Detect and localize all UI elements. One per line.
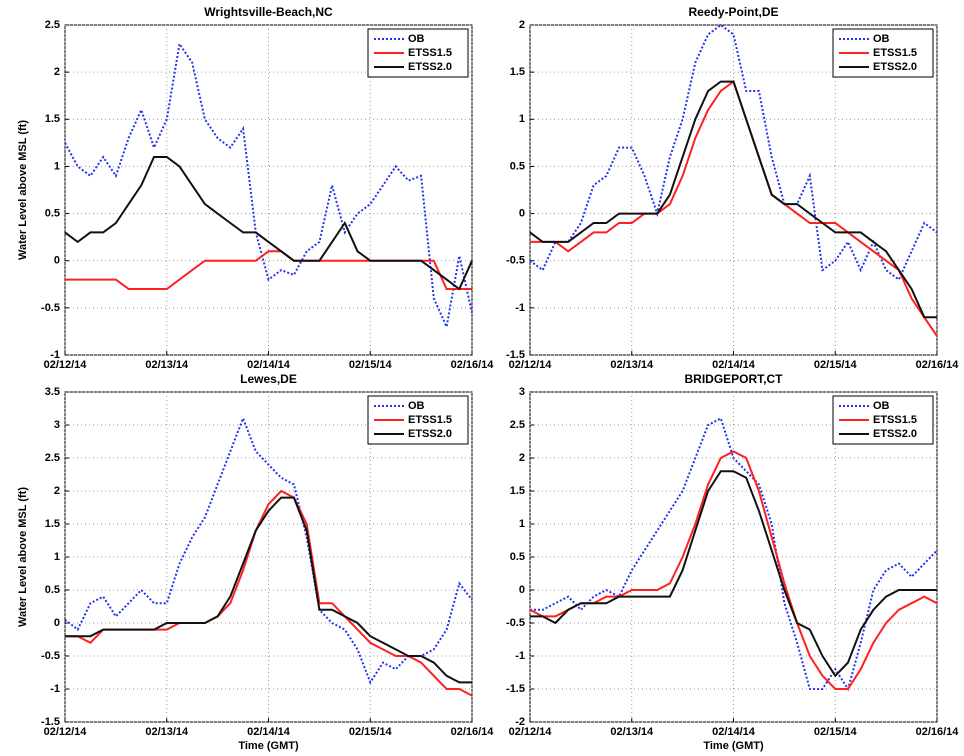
x-tick-label: 02/12/14 [509, 359, 553, 371]
y-tick-label: 2 [519, 452, 525, 464]
x-tick-label: 02/16/14 [451, 726, 495, 738]
y-tick-label: 3.5 [45, 386, 60, 398]
x-axis-label: Time (GMT) [703, 740, 764, 752]
x-tick-label: 02/15/14 [814, 359, 858, 371]
x-tick-label: 02/16/14 [916, 726, 960, 738]
chart-title: Reedy-Point,DE [688, 5, 778, 19]
subplot: -1.5 -1 -0.5 0 0.5 1 1.5 2 2.5 3 3.5 02/12/14 02/13/… [17, 372, 494, 752]
y-tick-label: 0.5 [45, 207, 60, 219]
y-axis-label: Water Level above MSL (ft) [17, 487, 29, 627]
series-line [529, 80, 937, 319]
chart-title: Wrightsville-Beach,NC [204, 5, 333, 19]
y-tick-label: 3 [54, 419, 60, 431]
y-tick-label: 0 [519, 584, 525, 596]
y-tick-label: 2 [54, 485, 60, 497]
x-tick-label: 02/13/14 [610, 726, 654, 738]
subplot: -1.5 -1 -0.5 0 0.5 1 1.5 2 02/12/14 02/13/14 02/14… [506, 5, 959, 371]
y-tick-label: 3 [519, 386, 525, 398]
y-tick-label: -1 [50, 683, 60, 695]
y-tick-label: 0 [519, 207, 525, 219]
legend-label: ETSS1.5 [408, 47, 452, 59]
y-tick-label: 1 [519, 113, 525, 125]
subplot: -2 -1.5 -1 -0.5 0 0.5 1 1.5 2 2.5 3 02/12/14 02/13/1… [506, 372, 959, 752]
series-line [530, 416, 938, 692]
series-line [64, 156, 473, 291]
y-tick-label: -1.5 [506, 349, 525, 361]
y-tick-label: -0.5 [506, 617, 525, 629]
y-tick-label: -0.5 [41, 650, 60, 662]
legend-label: OB [408, 400, 425, 412]
y-tick-label: 0 [54, 255, 60, 267]
y-tick-label: 0.5 [510, 551, 525, 563]
y-tick-label: 1 [54, 551, 60, 563]
series-line [65, 496, 472, 684]
y-tick-label: -0.5 [41, 302, 60, 314]
y-tick-label: -2 [515, 716, 525, 728]
legend-label: OB [873, 400, 890, 412]
legend: OB ETSS1.5 ETSS2.0 [367, 28, 469, 78]
y-tick-label: 2 [519, 19, 525, 31]
legend-label: ETSS1.5 [408, 414, 452, 426]
y-tick-label: 2.5 [45, 19, 60, 31]
legend-label: ETSS1.5 [873, 47, 917, 59]
x-tick-label: 02/14/14 [247, 726, 291, 738]
legend: OB ETSS1.5 ETSS2.0 [832, 28, 934, 78]
y-tick-label: 1.5 [45, 113, 60, 125]
y-axis-label: Water Level above MSL (ft) [17, 120, 29, 260]
y-tick-label: 1 [519, 518, 525, 530]
x-tick-label: 02/14/14 [247, 359, 291, 371]
x-tick-label: 02/14/14 [712, 726, 756, 738]
y-tick-label: -1 [515, 302, 525, 314]
y-tick-label: 2.5 [45, 452, 60, 464]
legend-label: OB [408, 33, 425, 45]
y-tick-label: -1.5 [506, 683, 525, 695]
x-tick-label: 02/16/14 [451, 359, 495, 371]
y-tick-label: 1.5 [45, 518, 60, 530]
plot-area [529, 24, 938, 356]
y-tick-label: 1.5 [510, 66, 525, 78]
x-tick-label: 02/12/14 [44, 359, 88, 371]
x-tick-label: 02/12/14 [44, 726, 88, 738]
x-tick-label: 02/15/14 [349, 726, 393, 738]
y-tick-label: 0.5 [510, 160, 525, 172]
x-tick-label: 02/13/14 [610, 359, 654, 371]
y-tick-label: -1.5 [41, 716, 60, 728]
series-line [64, 415, 473, 685]
legend-label: ETSS2.0 [408, 428, 452, 440]
legend-label: ETSS2.0 [408, 61, 452, 73]
series-line [529, 450, 938, 690]
series-line [64, 41, 473, 331]
x-tick-label: 02/15/14 [814, 726, 858, 738]
legend-label: ETSS2.0 [873, 61, 917, 73]
legend-label: ETSS1.5 [873, 414, 917, 426]
series-line [530, 470, 937, 678]
x-tick-label: 02/15/14 [349, 359, 393, 371]
x-tick-label: 02/13/14 [145, 726, 189, 738]
plot-area [64, 24, 473, 356]
y-tick-label: -1 [515, 650, 525, 662]
legend-label: ETSS2.0 [873, 428, 917, 440]
y-tick-label: 1.5 [510, 485, 525, 497]
x-axis-label: Time (GMT) [238, 740, 299, 752]
subplot: -1 -0.5 0 0.5 1 1.5 2 2.5 02/12/14 02/13/14 02/14/… [17, 5, 494, 371]
x-tick-label: 02/14/14 [712, 359, 756, 371]
chart-title: BRIDGEPORT,CT [684, 372, 783, 386]
x-tick-label: 02/16/14 [916, 359, 960, 371]
x-tick-label: 02/12/14 [509, 726, 553, 738]
x-tick-label: 02/13/14 [145, 359, 189, 371]
legend: OB ETSS1.5 ETSS2.0 [367, 395, 469, 445]
y-tick-label: 2 [54, 66, 60, 78]
y-tick-label: 2.5 [510, 419, 525, 431]
y-tick-label: 1 [54, 160, 60, 172]
y-tick-label: -0.5 [506, 255, 525, 267]
chart-title: Lewes,DE [240, 372, 297, 386]
legend-label: OB [873, 33, 890, 45]
y-tick-label: 0.5 [45, 584, 60, 596]
legend: OB ETSS1.5 ETSS2.0 [832, 395, 934, 445]
y-tick-label: -1 [50, 349, 60, 361]
y-tick-label: 0 [54, 617, 60, 629]
